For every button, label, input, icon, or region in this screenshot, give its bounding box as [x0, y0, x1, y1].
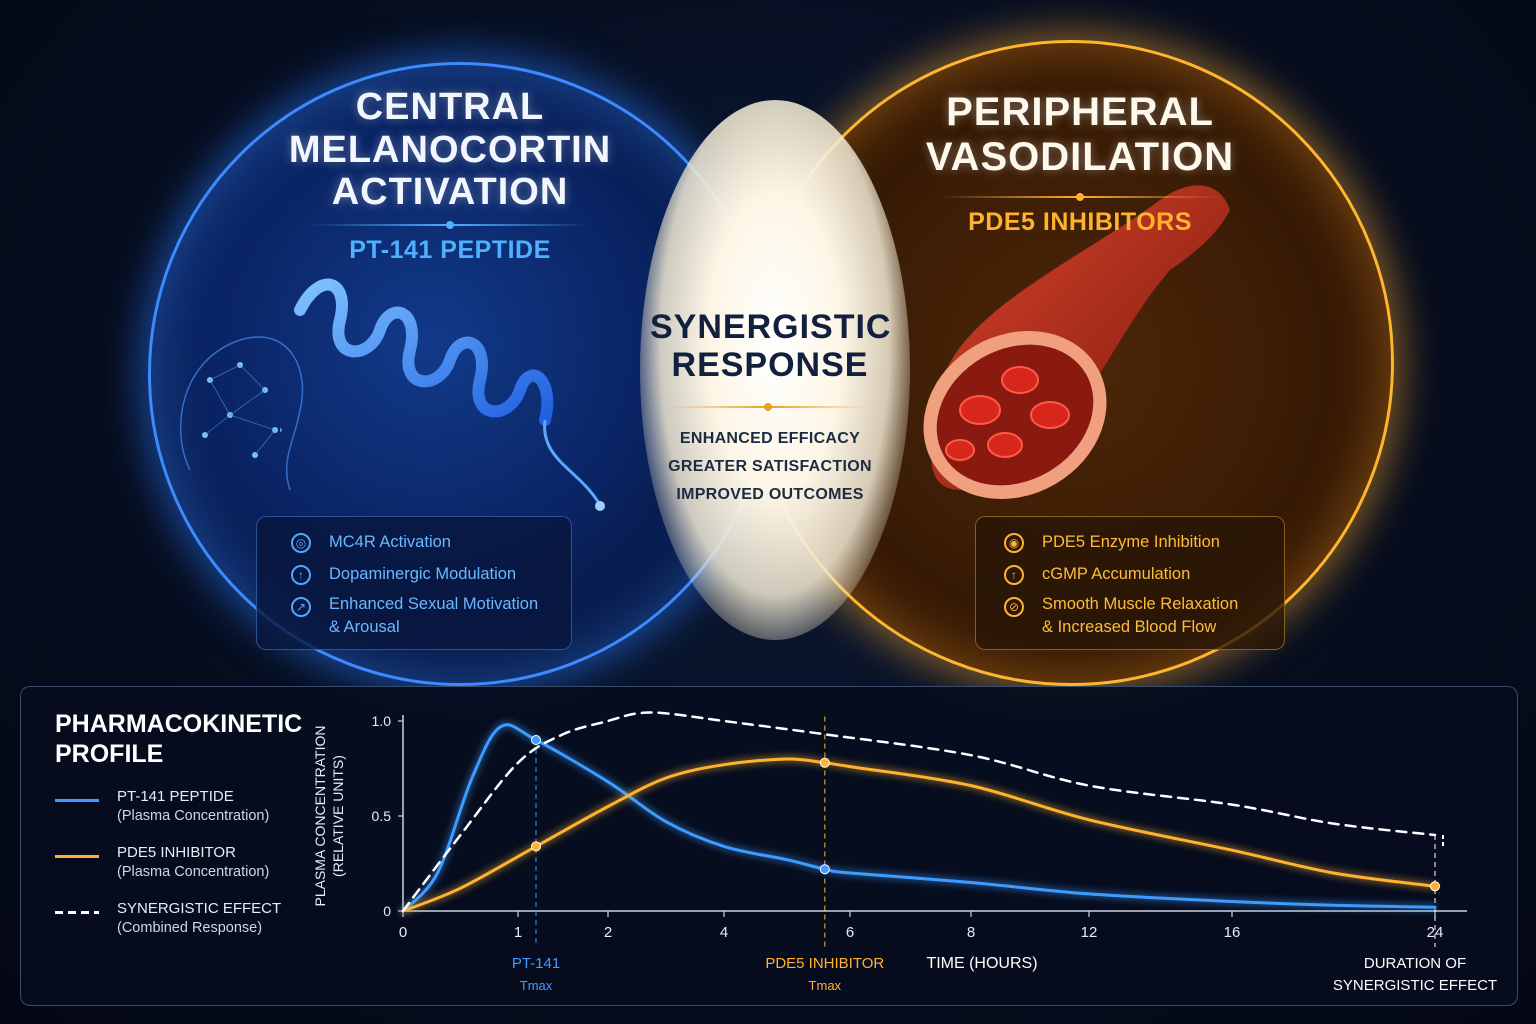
y-tick-label: 0.5 [372, 808, 392, 824]
x-tick-label: 4 [720, 924, 728, 941]
arrow-up-circle-icon: ↑ [1004, 565, 1024, 585]
x-tick-label: 1 [514, 924, 522, 941]
pharmacokinetic-panel: PHARMACOKINETIC PROFILE PT-141 PEPTIDE (… [20, 686, 1518, 1006]
target-icon: ◎ [291, 533, 311, 553]
mechanism-cgmp: cGMP Accumulation [1042, 565, 1191, 583]
central-melanocortin-title: CENTRAL MELANOCORTIN ACTIVATION [288, 86, 612, 214]
data-point-marker [819, 864, 830, 875]
x-tick-label: 6 [846, 924, 854, 941]
legend-pt141: PT-141 PEPTIDE (Plasma Concentration) [117, 788, 270, 824]
x-axis-label: TIME (HOURS) [926, 955, 1037, 972]
pk-chart: PLASMA CONCENTRATION (RELATIVE UNITS) 0 0.5… [312, 711, 1497, 994]
pt141-tmax-label-sub: Tmax [520, 978, 553, 993]
trend-arrow-icon: ↗ [291, 597, 311, 617]
right-divider [940, 193, 1220, 201]
x-tick-label: 16 [1224, 924, 1241, 941]
duration-label: DURATION OF [1364, 955, 1466, 972]
peripheral-vasodilation-title: PERIPHERAL VASODILATION [925, 90, 1235, 179]
legend-synergy: SYNERGISTIC EFFECT (Combined Response) [117, 900, 282, 936]
y-tick-label: 1.0 [372, 713, 392, 729]
mechanism-smooth-muscle: Smooth Muscle Relaxation [1042, 595, 1239, 613]
arrow-up-circle-icon: ↑ [291, 565, 311, 585]
relax-icon: ⊘ [1004, 597, 1024, 617]
x-tick-label: 2 [604, 924, 612, 941]
pde5-subtitle: PDE5 INHIBITORS [968, 208, 1192, 236]
mechanism-dopaminergic: Dopaminergic Modulation [329, 565, 517, 583]
synergistic-response-title: SYNERGISTIC RESPONSE [650, 308, 892, 385]
synergy-item-efficacy: ENHANCED EFFICACY [679, 430, 861, 447]
data-point-marker [531, 735, 541, 745]
mechanism-arousal: & Arousal [329, 618, 400, 636]
x-tick-label: 0 [399, 924, 407, 941]
legend-swatch-pt141 [55, 799, 99, 802]
enzyme-icon: ◉ [1004, 533, 1024, 553]
mechanism-motivation: Enhanced Sexual Motivation [329, 595, 539, 613]
left-divider [310, 221, 590, 229]
data-point-marker [819, 757, 830, 768]
brain-network-illustration [179, 336, 304, 491]
peptide-helix-illustration [280, 278, 605, 511]
pde5-mechanism-box: ◉ PDE5 Enzyme Inhibition ↑ cGMP Accumula… [975, 516, 1285, 650]
pde5-curve [401, 757, 1437, 913]
pde5-tmax-label-sub: Tmax [809, 978, 842, 993]
data-point-marker [1430, 881, 1440, 892]
blood-vessel-illustration [923, 185, 1230, 500]
synergy-overlap-glow [640, 100, 910, 640]
synergy-curve [401, 711, 1437, 913]
legend-swatch-pde5 [55, 855, 99, 858]
mechanism-blood-flow: & Increased Blood Flow [1042, 618, 1217, 636]
center-divider [665, 403, 871, 411]
x-tick-label: 12 [1081, 924, 1098, 941]
pk-title: PHARMACOKINETIC PROFILE [55, 710, 303, 768]
pt141-tmax-label: PT-141 [512, 955, 560, 972]
pt141-subtitle: PT-141 PEPTIDE [349, 236, 551, 264]
synergy-item-satisfaction: GREATER SATISFACTION [668, 458, 872, 475]
pt141-mechanism-box: ◎ MC4R Activation ↑ Dopaminergic Modulat… [256, 516, 572, 650]
duration-label-sub: SYNERGISTIC EFFECT [1333, 977, 1497, 994]
mechanism-mc4r: MC4R Activation [329, 533, 451, 551]
x-tick-label: 24 [1427, 924, 1444, 941]
mechanism-pde5-inhibition: PDE5 Enzyme Inhibition [1042, 533, 1220, 551]
x-tick-label: 8 [967, 924, 975, 941]
y-tick-label: 0 [383, 903, 391, 919]
data-point-marker [531, 841, 541, 852]
y-axis-label-units: (RELATIVE UNITS) [330, 755, 346, 877]
pt141-curve [401, 723, 1437, 913]
legend-pde5: PDE5 INHIBITOR (Plasma Concentration) [117, 844, 270, 880]
legend-swatch-synergy [55, 911, 99, 914]
synergy-item-outcomes: IMPROVED OUTCOMES [676, 486, 864, 503]
pde5-tmax-label: PDE5 INHIBITOR [765, 955, 884, 972]
y-axis-label: PLASMA CONCENTRATION [312, 726, 328, 907]
